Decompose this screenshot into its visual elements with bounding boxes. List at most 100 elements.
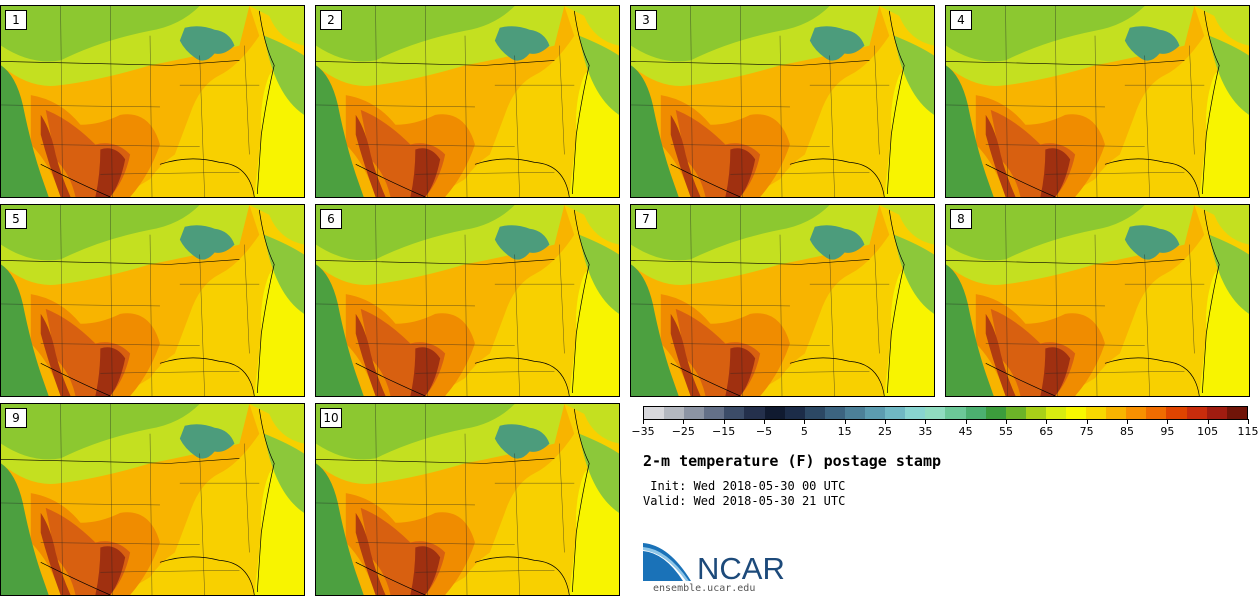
colorbar-swatch <box>1106 407 1127 419</box>
colorbar-swatch <box>1045 407 1066 419</box>
member-number-label: 9 <box>5 408 27 428</box>
colorbar-tick-label: −35 <box>631 425 655 438</box>
member-number-label: 10 <box>320 408 342 428</box>
member-number-label: 4 <box>950 10 972 30</box>
colorbar-swatch <box>644 407 665 419</box>
colorbar-tick-label: 105 <box>1197 425 1219 438</box>
colorbar-tick <box>1167 419 1169 424</box>
colorbar-swatch <box>925 407 946 419</box>
member-number-label: 7 <box>635 209 657 229</box>
colorbar-swatch <box>1206 407 1227 419</box>
colorbar-tick-label: −15 <box>712 425 736 438</box>
colorbar-swatch <box>1065 407 1087 419</box>
colorbar-swatch <box>945 407 966 419</box>
ensemble-member-map: 5 <box>0 204 305 397</box>
colorbar-tick <box>1127 419 1128 424</box>
temperature-colorbar <box>643 406 1248 420</box>
temperature-map <box>946 205 1249 396</box>
member-number-label: 8 <box>950 209 972 229</box>
colorbar-tick <box>844 419 846 424</box>
valid-time: Valid: Wed 2018-05-30 21 UTC <box>643 494 846 508</box>
colorbar-swatch <box>844 407 866 419</box>
temperature-map <box>316 6 619 197</box>
ensemble-member-map: 6 <box>315 204 620 397</box>
ensemble-member-map: 2 <box>315 5 620 198</box>
member-number-label: 6 <box>320 209 342 229</box>
colorbar-swatch <box>784 407 805 419</box>
colorbar-tick <box>1006 419 1007 424</box>
colorbar-tick-label: 55 <box>999 425 1013 438</box>
colorbar-tick-label: −25 <box>671 425 695 438</box>
colorbar-swatch <box>824 407 845 419</box>
colorbar-tick-label: 45 <box>958 425 973 438</box>
temperature-map <box>631 205 934 396</box>
ensemble-member-map: 8 <box>945 204 1250 397</box>
colorbar-swatch <box>684 407 705 419</box>
ensemble-member-map: 9 <box>0 403 305 596</box>
temperature-map <box>946 6 1249 197</box>
colorbar-tick <box>1207 419 1209 424</box>
colorbar-swatch <box>664 407 685 419</box>
colorbar-tick <box>885 419 886 424</box>
colorbar-swatch <box>744 407 765 419</box>
colorbar-swatch <box>985 407 1006 419</box>
colorbar-swatch <box>1166 407 1187 419</box>
colorbar-swatch <box>865 407 886 419</box>
colorbar-tick-label: 75 <box>1079 425 1094 438</box>
temperature-map <box>1 404 304 595</box>
colorbar-tick-label: 15 <box>837 425 852 438</box>
ensemble-member-map: 4 <box>945 5 1250 198</box>
colorbar-swatch <box>1146 407 1167 419</box>
colorbar-swatch <box>1186 407 1207 419</box>
colorbar-swatch <box>885 407 906 419</box>
colorbar-tick-label: 65 <box>1039 425 1054 438</box>
ensemble-member-map: 1 <box>0 5 305 198</box>
colorbar-swatch <box>1226 407 1247 419</box>
colorbar-swatch <box>1025 407 1046 419</box>
member-number-label: 2 <box>320 10 342 30</box>
colorbar-tick <box>804 419 806 424</box>
ensemble-member-map: 10 <box>315 403 620 596</box>
colorbar-swatch <box>905 407 926 419</box>
temperature-map <box>316 404 619 595</box>
colorbar-swatch <box>804 407 825 419</box>
ncar-logo: NCAR <box>643 543 785 583</box>
colorbar-tick <box>1046 419 1048 424</box>
colorbar-tick <box>1248 419 1249 424</box>
ensemble-member-map: 7 <box>630 204 935 397</box>
colorbar-tick <box>643 419 644 424</box>
member-number-label: 5 <box>5 209 27 229</box>
colorbar-tick-label: 85 <box>1120 425 1134 438</box>
chart-title: 2-m temperature (F) postage stamp <box>643 452 942 470</box>
colorbar-tick <box>925 419 927 424</box>
colorbar-swatch <box>1005 407 1026 419</box>
colorbar-tick-label: −5 <box>755 425 773 438</box>
colorbar-swatch <box>1086 407 1107 419</box>
colorbar-tick-label: 25 <box>878 425 892 438</box>
colorbar-tick <box>1086 419 1088 424</box>
init-time: Init: Wed 2018-05-30 00 UTC <box>643 479 846 493</box>
colorbar-tick <box>683 419 685 424</box>
temperature-map <box>1 205 304 396</box>
colorbar-swatch <box>704 407 725 419</box>
member-number-label: 3 <box>635 10 657 30</box>
colorbar-tick-label: 115 <box>1237 425 1259 438</box>
colorbar-swatch <box>965 407 986 419</box>
ensemble-member-map: 3 <box>630 5 935 198</box>
colorbar-tick <box>965 419 967 424</box>
temperature-map <box>1 6 304 197</box>
temperature-map <box>631 6 934 197</box>
temperature-map <box>316 205 619 396</box>
member-number-label: 1 <box>5 10 27 30</box>
logo-url: ensemble.ucar.edu <box>653 583 756 594</box>
colorbar-swatch <box>1126 407 1147 419</box>
colorbar-swatch <box>764 407 785 419</box>
ncar-logo-text: NCAR <box>697 551 785 583</box>
colorbar-tick-label: 35 <box>918 425 933 438</box>
colorbar-tick <box>723 419 725 424</box>
colorbar-tick-label: 5 <box>800 425 808 438</box>
colorbar-tick-label: 95 <box>1160 425 1175 438</box>
colorbar-tick <box>764 419 765 424</box>
colorbar-ticks: −35 −25 −15 −5 5 15 25 35 45 55 65 75 85 95 105 115 <box>631 419 1259 439</box>
colorbar-swatch <box>724 407 745 419</box>
